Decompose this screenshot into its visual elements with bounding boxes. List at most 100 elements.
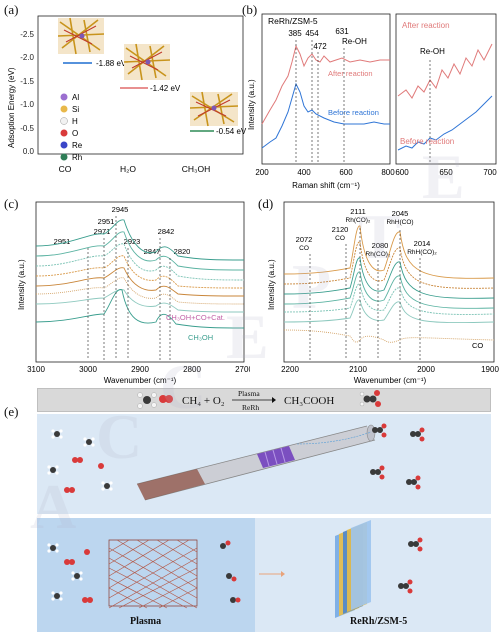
c-spectra xyxy=(35,219,245,329)
arrow-top-label: Plasma xyxy=(238,389,260,398)
eq-molecule-acetic-acid xyxy=(359,390,381,407)
legend-si: Si xyxy=(72,105,79,114)
eq-molecule-ch4 xyxy=(137,392,157,409)
b-title: ReRh/ZSM-5 xyxy=(268,16,318,26)
panel-a-label: (a) xyxy=(4,2,19,17)
b-inset-xtick-600: 600 xyxy=(395,168,409,177)
caption-catalyst: ReRh/ZSM-5 xyxy=(350,616,408,627)
panel-b-label: (b) xyxy=(242,2,258,17)
b-before-label: Before reaction xyxy=(328,108,379,117)
equation-left: CH₄ + O₂ xyxy=(182,395,225,407)
a-label-h2o: -1.42 eV xyxy=(150,84,181,93)
panel-b-chart: Intensity (a.u.) ReRh/ZSM-5 385 454 472 … xyxy=(247,13,497,190)
b-ylabel: Intensity (a.u.) xyxy=(247,79,256,130)
panel-e-label: (e) xyxy=(4,404,19,419)
product-molecules-right xyxy=(370,423,425,490)
b-xlabel: Raman shift (cm⁻¹) xyxy=(292,181,360,190)
legend-rh: Rh xyxy=(72,153,82,162)
d-peak-2120: 2120 xyxy=(332,225,349,234)
d-peak-2080: 2080 xyxy=(372,241,389,250)
b-peak-385: 385 xyxy=(288,29,302,38)
c-ylabel: Intensity (a.u.) xyxy=(17,259,26,310)
c-peak-2951b: 2951 xyxy=(54,237,71,246)
a-ylabel: Adsoption Energy (eV) xyxy=(7,67,16,148)
b-inset-after: After reaction xyxy=(402,21,450,30)
panel-a-chart: -2.5 -2.0 -1.5 -1.0 -0.5 0.0 Adsoption E… xyxy=(7,15,247,174)
reactor-tube xyxy=(136,424,376,501)
b-inset-xtick-650: 650 xyxy=(439,168,453,177)
b-inset-xtick-700: 700 xyxy=(483,168,497,177)
c-xtick-2700: 2700 xyxy=(235,365,250,374)
a-ytick-1: -2.5 xyxy=(20,30,34,39)
d-xtick-2200: 2200 xyxy=(281,365,299,374)
a-ytick-6: 0.0 xyxy=(23,147,35,156)
b-peak-454: 454 xyxy=(305,29,319,38)
legend-al: Al xyxy=(72,93,79,102)
b-xtick-200: 200 xyxy=(255,168,269,177)
product-acetic-acid xyxy=(398,537,423,594)
equation-right: CH₃COOH xyxy=(284,395,335,407)
a-label-co: -1.88 eV xyxy=(96,59,127,68)
d-ylabel: Intensity (a.u.) xyxy=(267,259,276,310)
d-peak-2072: 2072 xyxy=(296,235,313,244)
a-structure-co xyxy=(57,17,105,55)
b-reoh: Re-OH xyxy=(342,37,367,46)
plasma-mesh xyxy=(108,539,198,609)
legend-re: Re xyxy=(72,141,83,150)
eq-molecule-o2 xyxy=(159,395,173,403)
b-xtick-600: 600 xyxy=(339,168,353,177)
d-xlabel: Wavenumber (cm⁻¹) xyxy=(354,376,427,385)
panel-c-chart: Intensity (a.u.) 2945 2951 2971 2951 292… xyxy=(17,201,250,385)
zeolite-catalyst xyxy=(335,520,371,618)
panel-d-chart: Intensity (a.u.) 2111 Rh(CO)₂ 2045 RhH(C… xyxy=(267,201,499,385)
d-peak-2045: 2045 xyxy=(392,209,409,218)
c-xlabel: Wavenumber (cm⁻¹) xyxy=(104,376,177,385)
d-species-2045: RhH(CO) xyxy=(386,219,413,226)
b-after-line xyxy=(261,44,390,125)
d-co-label: CO xyxy=(472,341,483,350)
d-species-2014: RhH(CO)₂ xyxy=(407,249,437,256)
legend-h: H xyxy=(72,117,78,126)
gas-molecules-left xyxy=(47,429,113,493)
d-species-2111: Rh(CO)₂ xyxy=(346,217,371,224)
b-after-label: After reaction xyxy=(328,69,373,78)
c-peak-2842: 2842 xyxy=(158,227,175,236)
d-xtick-1900: 1900 xyxy=(481,365,499,374)
b-inset-reoh: Re-OH xyxy=(420,47,445,56)
b-xtick-400: 400 xyxy=(297,168,311,177)
caption-plasma: Plasma xyxy=(130,616,162,627)
b-inset-after-line xyxy=(397,43,493,99)
c-peak-2923: 2923 xyxy=(124,237,141,246)
d-peak-2111: 2111 xyxy=(350,207,366,216)
b-peak-472: 472 xyxy=(313,42,327,51)
plasma-zone xyxy=(37,518,255,632)
b-before-line xyxy=(261,82,390,149)
c-xtick-3100: 3100 xyxy=(27,365,45,374)
reactor-tube-illustration xyxy=(47,423,425,501)
c-xtick-2800: 2800 xyxy=(183,365,201,374)
plasma-molecules xyxy=(47,543,93,603)
b-peak-631: 631 xyxy=(335,27,349,36)
c-label-meoh: CH₃OH xyxy=(188,333,213,342)
b-inset-before-line xyxy=(397,95,493,151)
c-peak-2820: 2820 xyxy=(174,247,191,256)
a-ytick-2: -2.0 xyxy=(20,53,34,62)
a-xtick-co: CO xyxy=(59,164,72,174)
d-peak-2014: 2014 xyxy=(414,239,431,248)
c-xtick-3000: 3000 xyxy=(79,365,97,374)
plasma-intermediates xyxy=(220,540,241,603)
c-xtick-2900: 2900 xyxy=(131,365,149,374)
panel-c-label: (c) xyxy=(4,196,19,211)
a-xtick-h2o: H₂O xyxy=(120,164,136,174)
d-species-2080: Rh(CO)₂ xyxy=(366,251,391,258)
d-xtick-2000: 2000 xyxy=(417,365,435,374)
a-label-ch3oh: -0.54 eV xyxy=(216,127,247,136)
c-label-mix: CH₃OH+CO+Cat. xyxy=(166,313,225,322)
c-peak-2971: 2971 xyxy=(94,227,111,236)
d-xtick-2100: 2100 xyxy=(349,365,367,374)
c-peak-2847: 2847 xyxy=(144,247,161,256)
a-ytick-4: -1.0 xyxy=(20,100,34,109)
b-xtick-800: 800 xyxy=(381,168,395,177)
a-ytick-5: -0.5 xyxy=(20,124,34,133)
d-species-2120: CO xyxy=(335,235,345,242)
